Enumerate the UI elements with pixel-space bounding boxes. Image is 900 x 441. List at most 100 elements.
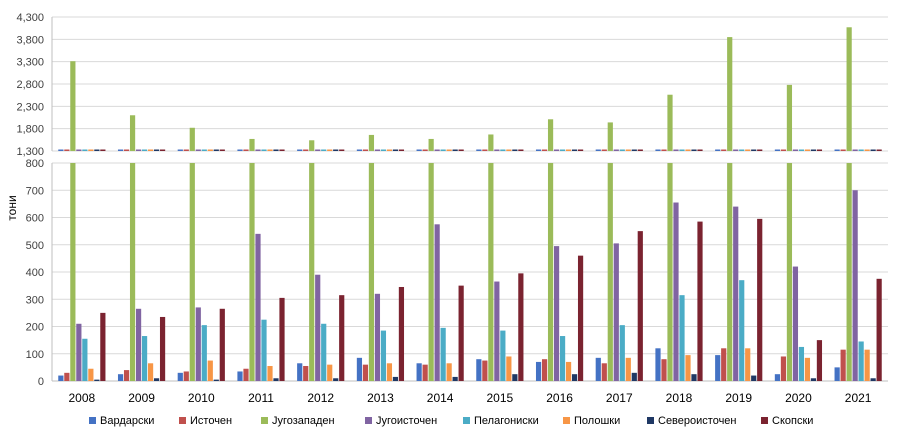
bar — [607, 163, 613, 381]
bar — [500, 330, 506, 381]
bar — [870, 378, 876, 381]
bar — [631, 372, 637, 381]
bar — [685, 355, 691, 381]
legend-label: Полошки — [574, 415, 620, 427]
bar — [864, 349, 870, 381]
bar-stub — [631, 149, 637, 151]
y-tick-lower: 700 — [26, 185, 44, 197]
bar — [458, 285, 464, 381]
bar — [398, 286, 405, 381]
bar — [94, 379, 100, 381]
bar-stub — [303, 149, 309, 151]
bar — [279, 297, 285, 381]
bar-stub — [297, 149, 303, 151]
bar-stub — [637, 149, 643, 151]
y-tick-lower: 100 — [26, 349, 44, 361]
bar-stub — [685, 149, 691, 151]
legend-swatch — [89, 417, 96, 424]
bar-stub — [76, 149, 82, 151]
bar-stub — [159, 149, 166, 151]
bar — [488, 163, 494, 381]
bar — [667, 94, 673, 151]
bar — [547, 119, 554, 151]
bar — [655, 348, 661, 381]
bar — [840, 349, 846, 381]
bar-stub — [327, 149, 333, 151]
bar-stub — [780, 149, 787, 151]
bar — [786, 84, 793, 151]
bar-stub — [267, 149, 273, 151]
bar-stub — [494, 149, 500, 151]
bar-stub — [774, 149, 781, 151]
bar — [141, 336, 148, 381]
bar — [798, 346, 805, 381]
bar-stub — [219, 149, 225, 151]
x-tick-label: 2008 — [69, 391, 96, 405]
bar — [482, 360, 488, 381]
bar — [518, 273, 524, 381]
bar — [64, 372, 70, 381]
bar — [667, 163, 673, 381]
bar-stub — [392, 149, 399, 151]
bar-stub — [237, 149, 243, 151]
bar — [249, 163, 255, 381]
bar-stub — [840, 149, 846, 151]
bar — [123, 370, 130, 381]
bar — [219, 308, 225, 381]
bar — [309, 140, 315, 151]
bar — [82, 338, 88, 381]
bar-stub — [751, 149, 757, 151]
bar — [541, 359, 548, 381]
bar — [213, 379, 219, 381]
bar — [339, 295, 345, 381]
bar-stub — [553, 149, 560, 151]
bar-stub — [864, 149, 870, 151]
bar-stub — [673, 149, 679, 151]
gridlines — [51, 16, 888, 382]
bar-stub — [386, 149, 393, 151]
bar-stub — [876, 149, 882, 151]
y-tick-lower: 600 — [26, 213, 44, 225]
bar-stub — [117, 149, 124, 151]
bar — [852, 190, 858, 381]
y-tick-upper: 3,300 — [16, 57, 44, 69]
bar-stub — [94, 149, 100, 151]
legend-swatch — [761, 417, 768, 424]
bar — [261, 319, 267, 381]
bar — [625, 357, 631, 381]
bar-stub — [535, 149, 542, 151]
bar-stub — [440, 149, 446, 151]
bar — [76, 323, 82, 381]
bar-stub — [816, 149, 823, 151]
bar-stub — [565, 149, 572, 151]
legend: Вардарски Источен Југозападен Југоисточен Пе… — [89, 415, 813, 427]
bar — [153, 378, 160, 381]
y-tick-upper: 3,800 — [16, 34, 44, 46]
bar — [386, 363, 393, 381]
bar-stub — [177, 149, 183, 151]
x-tick-label: 2012 — [307, 391, 334, 405]
bar — [739, 280, 745, 381]
bar — [368, 134, 375, 151]
bar-stub — [512, 149, 518, 151]
bar — [428, 138, 434, 151]
bar-stub — [88, 149, 94, 151]
bar — [613, 243, 619, 381]
bar-stub — [619, 149, 625, 151]
y-tick-upper: 2,800 — [16, 79, 44, 91]
bar — [183, 371, 189, 381]
bar — [780, 356, 787, 381]
bar-stub — [506, 149, 512, 151]
bar-stub — [416, 149, 422, 151]
bar — [876, 278, 882, 381]
bar — [267, 366, 273, 381]
bar — [810, 378, 817, 381]
bar-stub — [315, 149, 321, 151]
bar — [476, 359, 482, 381]
bar — [733, 206, 739, 381]
bar-stub — [679, 149, 685, 151]
bar — [774, 374, 781, 381]
bar — [494, 281, 500, 381]
y-tick-lower: 400 — [26, 267, 44, 279]
